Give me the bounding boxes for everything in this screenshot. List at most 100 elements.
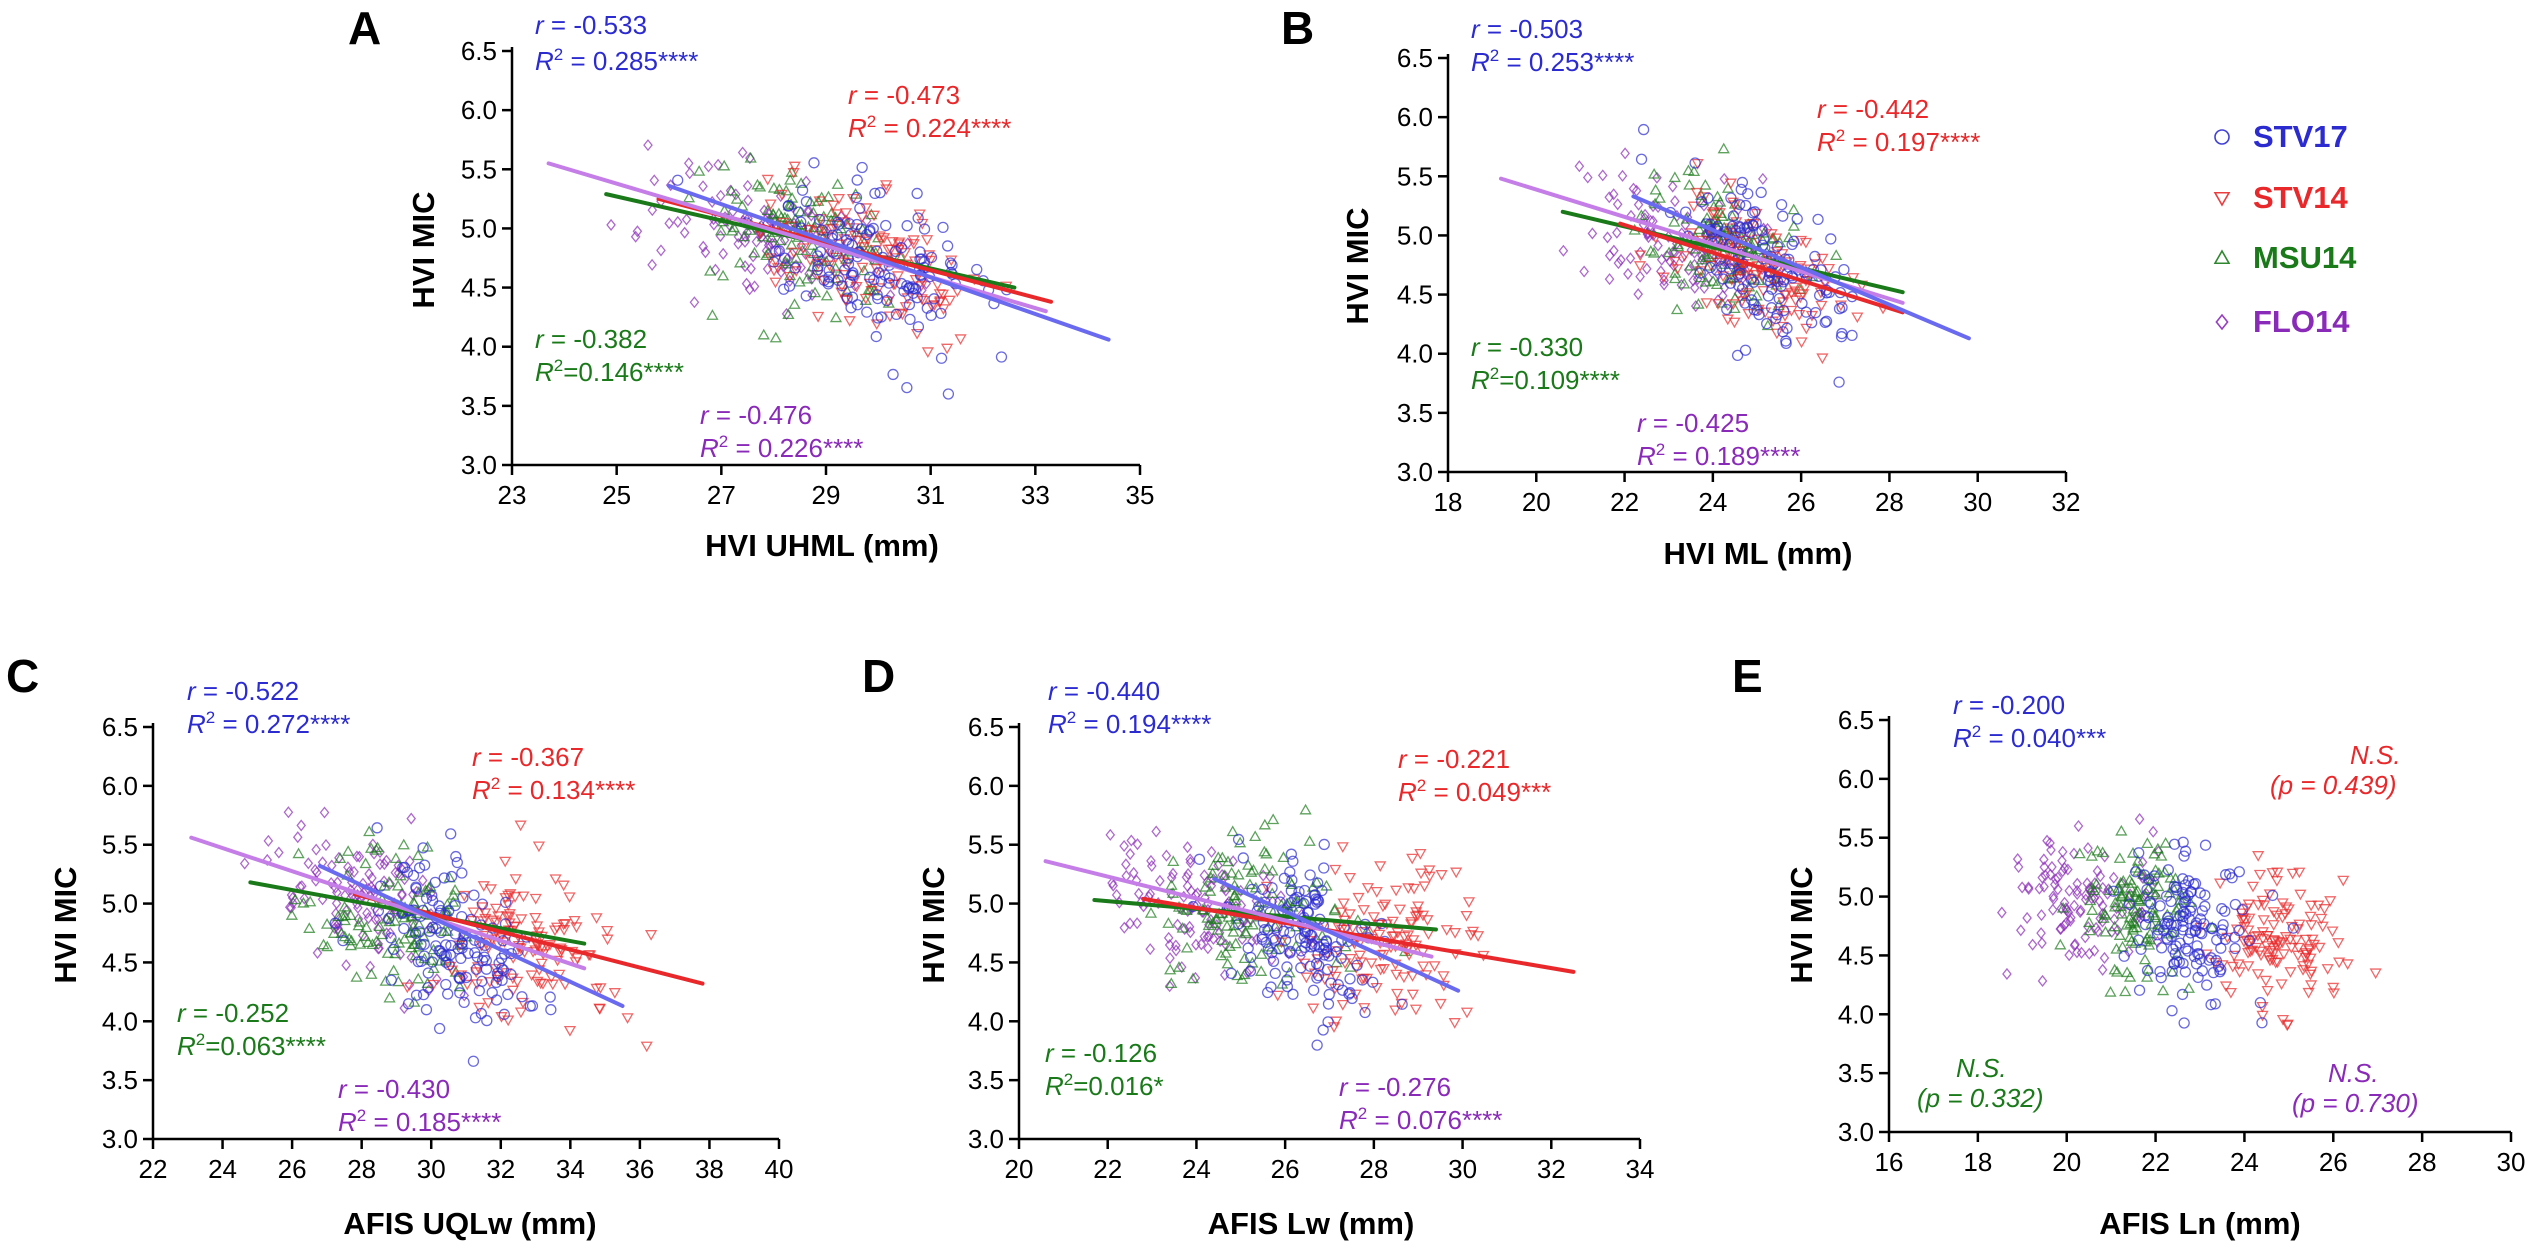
data-point-stv17	[1747, 276, 1760, 288]
data-point-stv14	[1694, 266, 1707, 277]
data-point-stv14	[2273, 939, 2287, 951]
data-point-msu14	[317, 938, 330, 950]
data-point-flo14	[2050, 873, 2061, 886]
scatter-points-e	[1997, 813, 2382, 1032]
data-point-stv17	[2154, 900, 2166, 912]
data-point-flo14	[1623, 267, 1633, 280]
data-point-stv17	[870, 330, 882, 343]
data-point-stv17	[445, 828, 457, 840]
data-point-stv14	[1365, 958, 1378, 970]
data-point-flo14	[365, 960, 376, 973]
data-point-msu14	[353, 915, 366, 927]
data-point-msu14	[2141, 837, 2154, 848]
data-point-stv17	[415, 955, 427, 968]
data-point-stv17	[1749, 206, 1761, 218]
data-point-flo14	[1108, 879, 1119, 892]
data-point-flo14	[606, 218, 616, 231]
data-point-stv17	[1281, 980, 1294, 993]
y-tick-label: 4.5	[102, 947, 138, 977]
data-point-stv14	[2290, 935, 2303, 946]
data-point-flo14	[1997, 906, 2007, 919]
data-point-stv17	[2178, 850, 2190, 862]
data-point-msu14	[726, 224, 739, 236]
data-point-stv14	[2369, 968, 2382, 980]
data-point-stv14	[2284, 934, 2297, 946]
data-point-msu14	[682, 191, 696, 203]
data-point-stv17	[1813, 289, 1826, 302]
data-point-flo14	[806, 209, 817, 222]
data-point-msu14	[419, 884, 432, 895]
data-point-stv17	[417, 842, 429, 854]
data-point-flo14	[321, 838, 331, 852]
data-point-stv17	[898, 285, 910, 297]
data-point-flo14	[1642, 262, 1652, 275]
data-point-stv17	[847, 269, 859, 281]
data-point-msu14	[2108, 963, 2121, 975]
data-point-stv14	[920, 235, 934, 246]
data-point-stv14	[504, 889, 517, 900]
y-tick-label: 6.5	[1397, 43, 1433, 73]
data-point-stv14	[1370, 886, 1383, 898]
data-point-stv17	[2176, 988, 2189, 1001]
data-point-msu14	[2152, 880, 2165, 892]
data-point-stv14	[530, 921, 544, 933]
data-point-stv17	[2210, 954, 2223, 967]
data-point-stv14	[835, 281, 848, 292]
data-point-stv17	[1812, 213, 1824, 226]
data-point-stv14	[1393, 904, 1407, 916]
data-point-stv17	[875, 275, 887, 288]
data-point-flo14	[740, 260, 750, 273]
data-point-stv17	[2144, 896, 2156, 908]
data-point-msu14	[1670, 303, 1684, 315]
data-point-stv17	[1284, 927, 1296, 939]
data-point-flo14	[1191, 938, 1201, 951]
data-point-stv17	[813, 213, 826, 226]
data-point-stv17	[2133, 984, 2146, 996]
data-point-msu14	[1242, 859, 1255, 870]
data-point-msu14	[350, 971, 363, 982]
anno-r2-stv17-c: R2 = 0.272****	[187, 708, 350, 739]
data-point-stv14	[2285, 942, 2298, 954]
data-point-stv17	[1734, 199, 1746, 211]
data-point-msu14	[812, 195, 825, 206]
data-point-msu14	[1644, 244, 1657, 256]
data-point-stv14	[2248, 932, 2261, 943]
data-point-stv17	[1311, 1039, 1323, 1051]
data-point-stv17	[2177, 924, 2189, 936]
anno-r-stv14-d: r = -0.221	[1398, 744, 1510, 774]
data-point-stv17	[457, 892, 469, 904]
data-point-stv14	[1418, 881, 1431, 893]
data-point-stv17	[544, 991, 556, 1003]
data-point-stv14	[1412, 901, 1425, 913]
data-point-stv17	[374, 880, 387, 892]
data-point-stv17	[1778, 304, 1790, 317]
y-tick-label: 3.0	[1397, 457, 1433, 487]
data-point-flo14	[2093, 925, 2103, 938]
data-point-stv17	[1299, 884, 1311, 897]
data-point-stv14	[563, 892, 576, 904]
data-point-stv17	[1761, 317, 1773, 330]
data-point-flo14	[2002, 967, 2012, 981]
data-point-stv14	[503, 909, 516, 920]
data-point-msu14	[1231, 969, 1244, 981]
data-point-stv17	[1325, 977, 1337, 989]
data-point-flo14	[1676, 278, 1687, 292]
data-point-stv17	[426, 956, 439, 968]
data-point-flo14	[2076, 946, 2087, 959]
data-point-flo14	[749, 280, 760, 293]
data-point-stv17	[1781, 322, 1793, 334]
data-point-msu14	[2112, 884, 2126, 896]
data-point-msu14	[389, 852, 403, 863]
data-point-flo14	[733, 237, 744, 250]
data-point-flo14	[274, 846, 284, 859]
x-tick-label: 24	[2230, 1147, 2259, 1177]
y-axis-label-b: HVI MIC	[1340, 207, 1375, 324]
x-axis-label-c: AFIS UQLw (mm)	[343, 1206, 596, 1241]
data-point-flo14	[2148, 825, 2159, 838]
data-point-flo14	[1166, 871, 1177, 884]
x-tick-label: 30	[1963, 487, 1992, 517]
data-point-stv17	[1242, 942, 1254, 954]
data-point-flo14	[1612, 198, 1623, 211]
data-point-flo14	[1155, 874, 1165, 887]
data-point-msu14	[370, 935, 383, 946]
